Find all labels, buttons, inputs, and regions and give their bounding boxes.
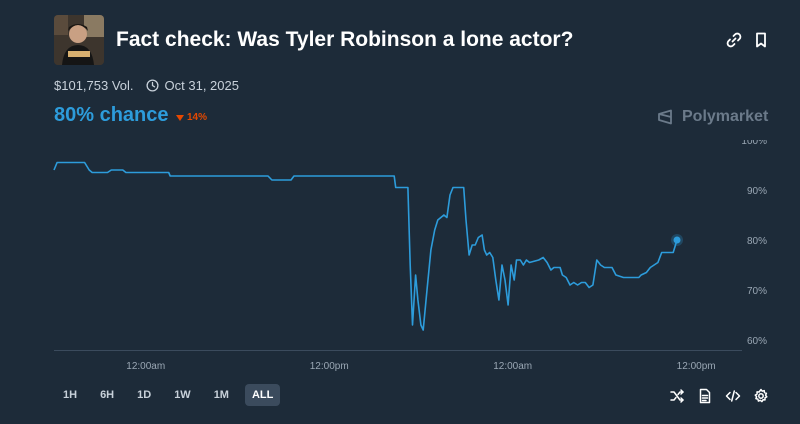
y-tick-label: 100% xyxy=(741,140,767,147)
end-date-text: Oct 31, 2025 xyxy=(164,78,239,93)
y-axis-ticks: 100% 90% 80% 70% 60% xyxy=(741,140,767,347)
x-tick-label: 12:00pm xyxy=(310,361,349,372)
x-axis-ticks: 12:00am 12:00pm 12:00am 12:00pm xyxy=(126,361,715,372)
market-meta: $101,753 Vol. Oct 31, 2025 xyxy=(54,78,239,93)
current-point xyxy=(673,236,681,244)
embed-code-icon[interactable] xyxy=(725,388,741,404)
market-avatar xyxy=(54,15,104,65)
chance-delta-value: 14% xyxy=(187,112,208,123)
range-button-1m[interactable]: 1M xyxy=(213,389,229,401)
chance-value: 80% chance xyxy=(54,104,169,126)
settings-gear-icon[interactable] xyxy=(753,388,769,404)
range-button-6h[interactable]: 6H xyxy=(100,389,115,401)
y-tick-label: 60% xyxy=(747,336,767,347)
range-button-1h[interactable]: 1H xyxy=(63,389,78,401)
x-tick-label: 12:00pm xyxy=(677,361,716,372)
polymarket-logo-icon xyxy=(658,109,672,125)
market-title: Fact check: Was Tyler Robinson a lone ac… xyxy=(116,28,574,51)
y-tick-label: 80% xyxy=(747,236,767,247)
clock-icon xyxy=(145,79,159,92)
y-tick-label: 90% xyxy=(747,186,767,197)
x-tick-label: 12:00am xyxy=(126,361,165,372)
down-triangle-icon xyxy=(176,114,184,121)
link-icon[interactable] xyxy=(724,30,744,50)
bookmark-icon[interactable] xyxy=(751,30,771,50)
document-icon[interactable] xyxy=(697,388,713,404)
chance-delta: 14% xyxy=(176,112,207,123)
y-tick-label: 70% xyxy=(747,286,767,297)
range-button-all[interactable]: ALL xyxy=(244,384,281,406)
series-line xyxy=(53,161,678,331)
shuffle-icon[interactable] xyxy=(669,388,685,404)
x-tick-label: 12:00am xyxy=(493,361,532,372)
volume-text: $101,753 Vol. xyxy=(54,78,134,93)
range-button-1w[interactable]: 1W xyxy=(174,389,191,401)
time-range-selector: 1H 6H 1D 1W 1M ALL xyxy=(56,384,289,406)
polymarket-watermark: Polymarket xyxy=(656,108,768,126)
range-button-1d[interactable]: 1D xyxy=(137,389,152,401)
price-chart[interactable]: 100%90%80%70%60% 12:00am 12:00pm 12:00am 12… xyxy=(0,140,800,372)
brand-name: Polymarket xyxy=(682,108,769,125)
